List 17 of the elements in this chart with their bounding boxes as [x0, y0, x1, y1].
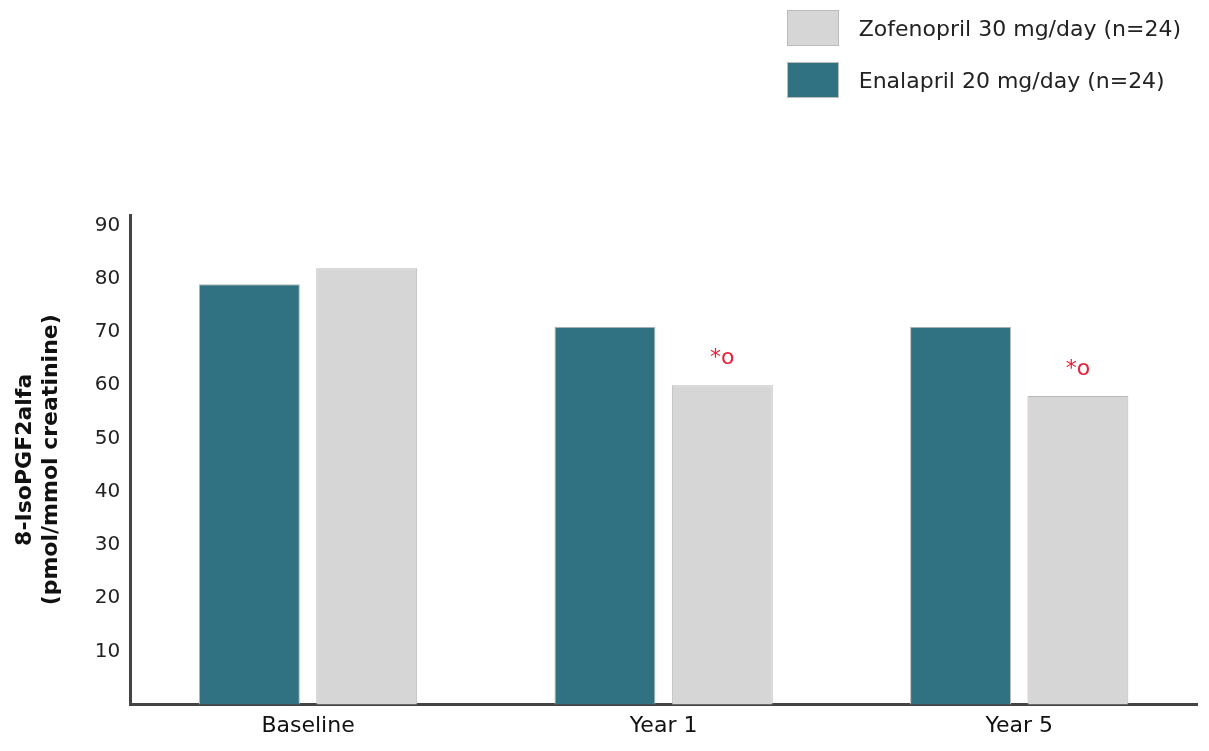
y-tick-label: 20	[94, 584, 121, 609]
x-tick-label: Year 1	[628, 711, 698, 737]
annotation: *o	[710, 344, 735, 370]
y-tick-label: 90	[94, 211, 121, 236]
legend-label: Zofenopril 30 mg/day (n=24)	[858, 15, 1181, 41]
y-tick-label: 50	[94, 424, 121, 449]
x-tick-label: Year 5	[984, 711, 1053, 737]
y-tick-label: 60	[94, 371, 121, 396]
y-tick-label: 70	[94, 318, 121, 343]
x-tick-label: Baseline	[261, 711, 355, 737]
legend-label: Enalapril 20 mg/day (n=24)	[858, 67, 1165, 93]
annotation: *o	[1065, 354, 1091, 380]
y-tick-label: 30	[94, 531, 121, 556]
y-axis-title: 8-IsoPGF2alfa (pmol/mmol creatinine)	[10, 314, 63, 606]
y-tick-label: 80	[94, 265, 121, 290]
y-tick-label: 10	[94, 637, 121, 662]
y-tick-label: 40	[94, 477, 121, 502]
